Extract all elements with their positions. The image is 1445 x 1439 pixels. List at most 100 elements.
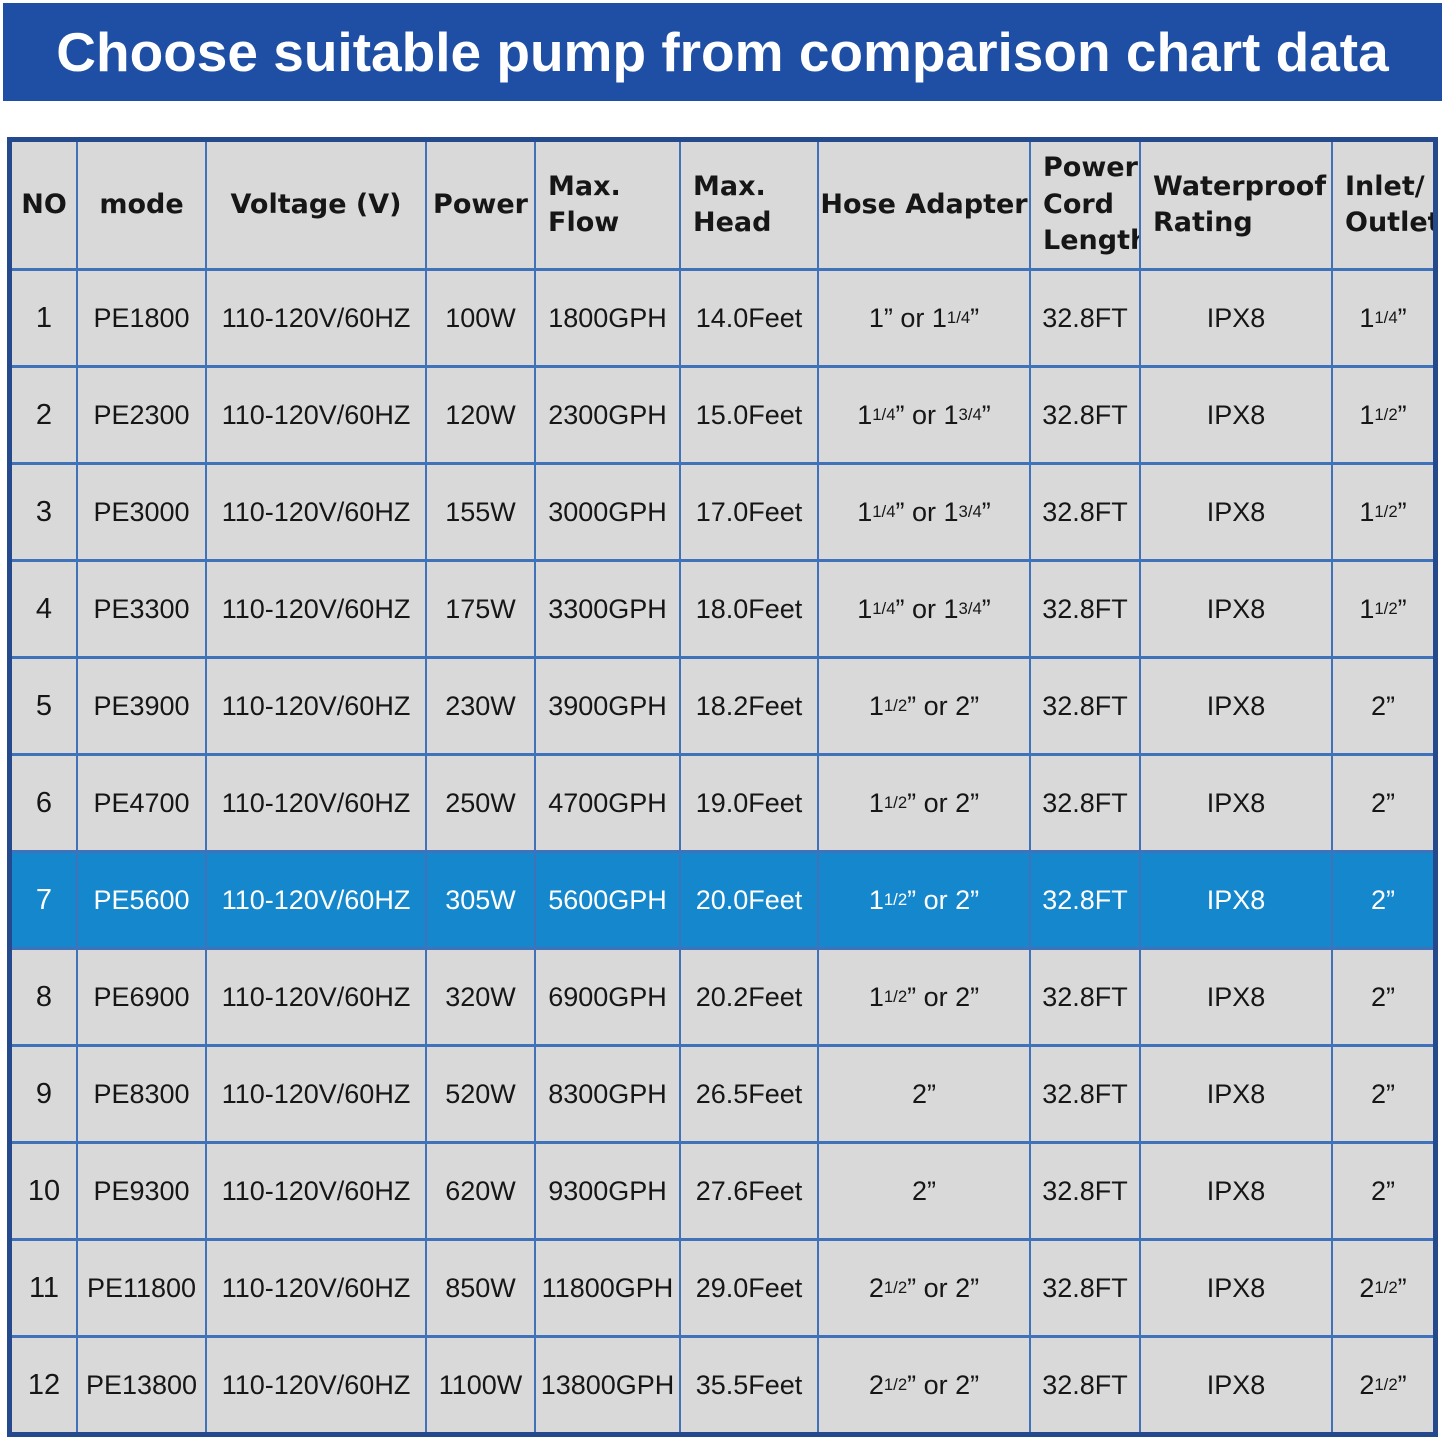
cell-mode-row-1: PE1800: [78, 268, 207, 365]
cell-voltage-row-3: 110-120V/60HZ: [207, 462, 427, 559]
cell-max-flow-row-12: 13800GPH: [536, 1335, 681, 1432]
cell-voltage-row-4: 110-120V/60HZ: [207, 559, 427, 656]
cell-inlet-outlet-row-3: 1 1/2”: [1333, 462, 1433, 559]
cell-cord-length-row-10: 32.8FT: [1031, 1141, 1141, 1238]
cell-max-head-row-11: 29.0Feet: [681, 1238, 819, 1335]
cell-waterproof-rating-row-9: IPX8: [1141, 1044, 1333, 1141]
cell-power-row-2: 120W: [427, 365, 536, 462]
cell-inlet-outlet-row-1: 1 1/4”: [1333, 268, 1433, 365]
cell-max-flow-row-3: 3000GPH: [536, 462, 681, 559]
cell-mode-row-11: PE11800: [78, 1238, 207, 1335]
cell-hose-adapter-row-1: 1” or 1 1/4”: [819, 268, 1031, 365]
cell-cord-length-row-12: 32.8FT: [1031, 1335, 1141, 1432]
column-header-waterproof-rating: Waterproof Rating: [1141, 142, 1333, 268]
cell-cord-length-row-3: 32.8FT: [1031, 462, 1141, 559]
cell-max-head-row-3: 17.0Feet: [681, 462, 819, 559]
cell-voltage-row-2: 110-120V/60HZ: [207, 365, 427, 462]
cell-max-flow-row-4: 3300GPH: [536, 559, 681, 656]
cell-no-row-6: 6: [12, 753, 78, 850]
cell-cord-length-row-4: 32.8FT: [1031, 559, 1141, 656]
cell-max-flow-row-7: 5600GPH: [536, 850, 681, 947]
cell-max-head-row-8: 20.2Feet: [681, 947, 819, 1044]
cell-power-row-8: 320W: [427, 947, 536, 1044]
column-header-max-head: Max. Head: [681, 142, 819, 268]
cell-power-row-5: 230W: [427, 656, 536, 753]
cell-inlet-outlet-row-9: 2”: [1333, 1044, 1433, 1141]
cell-voltage-row-8: 110-120V/60HZ: [207, 947, 427, 1044]
cell-mode-row-7: PE5600: [78, 850, 207, 947]
cell-max-head-row-9: 26.5Feet: [681, 1044, 819, 1141]
cell-max-flow-row-6: 4700GPH: [536, 753, 681, 850]
cell-power-row-9: 520W: [427, 1044, 536, 1141]
cell-no-row-5: 5: [12, 656, 78, 753]
cell-hose-adapter-row-8: 1 1/2” or 2”: [819, 947, 1031, 1044]
cell-cord-length-row-1: 32.8FT: [1031, 268, 1141, 365]
cell-no-row-12: 12: [12, 1335, 78, 1432]
cell-no-row-7: 7: [12, 850, 78, 947]
cell-inlet-outlet-row-10: 2”: [1333, 1141, 1433, 1238]
cell-max-flow-row-8: 6900GPH: [536, 947, 681, 1044]
cell-inlet-outlet-row-6: 2”: [1333, 753, 1433, 850]
cell-mode-row-8: PE6900: [78, 947, 207, 1044]
cell-hose-adapter-row-4: 1 1/4” or 1 3/4”: [819, 559, 1031, 656]
cell-waterproof-rating-row-4: IPX8: [1141, 559, 1333, 656]
cell-voltage-row-1: 110-120V/60HZ: [207, 268, 427, 365]
cell-hose-adapter-row-12: 2 1/2” or 2”: [819, 1335, 1031, 1432]
cell-inlet-outlet-row-8: 2”: [1333, 947, 1433, 1044]
cell-max-head-row-5: 18.2Feet: [681, 656, 819, 753]
cell-hose-adapter-row-7: 1 1/2” or 2”: [819, 850, 1031, 947]
cell-cord-length-row-9: 32.8FT: [1031, 1044, 1141, 1141]
cell-mode-row-3: PE3000: [78, 462, 207, 559]
cell-hose-adapter-row-3: 1 1/4” or 1 3/4”: [819, 462, 1031, 559]
cell-power-row-4: 175W: [427, 559, 536, 656]
cell-hose-adapter-row-2: 1 1/4” or 1 3/4”: [819, 365, 1031, 462]
cell-voltage-row-9: 110-120V/60HZ: [207, 1044, 427, 1141]
cell-power-row-1: 100W: [427, 268, 536, 365]
cell-max-flow-row-11: 11800GPH: [536, 1238, 681, 1335]
cell-cord-length-row-11: 32.8FT: [1031, 1238, 1141, 1335]
column-header-cord-length: Power Cord Length: [1031, 142, 1141, 268]
cell-max-head-row-10: 27.6Feet: [681, 1141, 819, 1238]
cell-hose-adapter-row-9: 2”: [819, 1044, 1031, 1141]
cell-no-row-11: 11: [12, 1238, 78, 1335]
cell-waterproof-rating-row-6: IPX8: [1141, 753, 1333, 850]
cell-power-row-7: 305W: [427, 850, 536, 947]
cell-hose-adapter-row-6: 1 1/2” or 2”: [819, 753, 1031, 850]
cell-max-head-row-7: 20.0Feet: [681, 850, 819, 947]
cell-max-head-row-12: 35.5Feet: [681, 1335, 819, 1432]
cell-inlet-outlet-row-2: 1 1/2”: [1333, 365, 1433, 462]
cell-inlet-outlet-row-12: 2 1/2”: [1333, 1335, 1433, 1432]
cell-cord-length-row-5: 32.8FT: [1031, 656, 1141, 753]
column-header-max-flow: Max. Flow: [536, 142, 681, 268]
cell-cord-length-row-8: 32.8FT: [1031, 947, 1141, 1044]
cell-max-flow-row-10: 9300GPH: [536, 1141, 681, 1238]
cell-inlet-outlet-row-4: 1 1/2”: [1333, 559, 1433, 656]
cell-mode-row-5: PE3900: [78, 656, 207, 753]
cell-cord-length-row-7: 32.8FT: [1031, 850, 1141, 947]
cell-no-row-9: 9: [12, 1044, 78, 1141]
cell-hose-adapter-row-11: 2 1/2” or 2”: [819, 1238, 1031, 1335]
cell-waterproof-rating-row-1: IPX8: [1141, 268, 1333, 365]
column-header-hose-adapter: Hose Adapter: [819, 142, 1031, 268]
cell-mode-row-4: PE3300: [78, 559, 207, 656]
cell-no-row-1: 1: [12, 268, 78, 365]
column-header-power: Power: [427, 142, 536, 268]
column-header-no: NO: [12, 142, 78, 268]
cell-inlet-outlet-row-7: 2”: [1333, 850, 1433, 947]
cell-waterproof-rating-row-8: IPX8: [1141, 947, 1333, 1044]
cell-waterproof-rating-row-3: IPX8: [1141, 462, 1333, 559]
column-header-mode: mode: [78, 142, 207, 268]
cell-mode-row-2: PE2300: [78, 365, 207, 462]
cell-voltage-row-10: 110-120V/60HZ: [207, 1141, 427, 1238]
cell-voltage-row-7: 110-120V/60HZ: [207, 850, 427, 947]
cell-power-row-12: 1100W: [427, 1335, 536, 1432]
cell-no-row-2: 2: [12, 365, 78, 462]
cell-voltage-row-6: 110-120V/60HZ: [207, 753, 427, 850]
cell-power-row-10: 620W: [427, 1141, 536, 1238]
cell-max-flow-row-1: 1800GPH: [536, 268, 681, 365]
cell-max-flow-row-9: 8300GPH: [536, 1044, 681, 1141]
cell-power-row-6: 250W: [427, 753, 536, 850]
column-header-inlet-outlet: Inlet/ Outlet: [1333, 142, 1433, 268]
cell-inlet-outlet-row-5: 2”: [1333, 656, 1433, 753]
cell-voltage-row-11: 110-120V/60HZ: [207, 1238, 427, 1335]
